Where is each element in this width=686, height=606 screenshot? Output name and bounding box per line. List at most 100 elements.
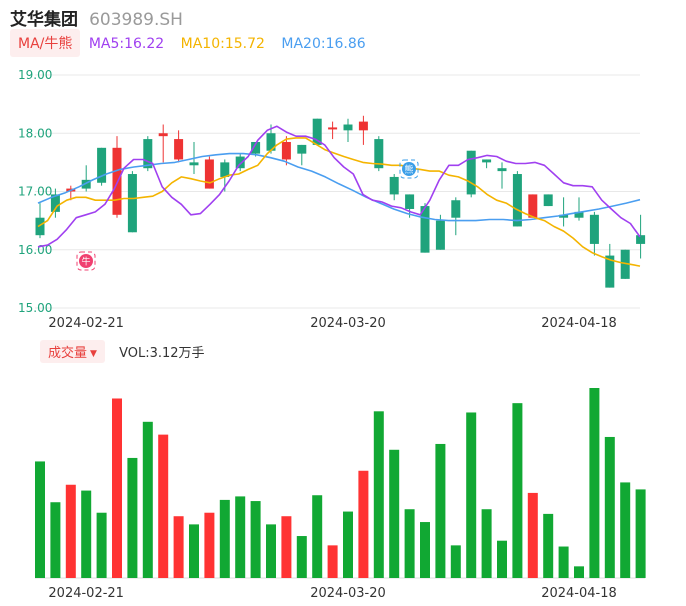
caret-down-icon: ▼ [90,349,97,359]
candle-body [97,147,107,183]
volume-bar [312,495,323,578]
volume-bar [50,502,61,578]
ma5-legend: MA5:16.22 [88,36,165,52]
volume-bar [620,482,631,578]
y-tick-label: 18.00 [18,126,52,140]
candle-body [143,139,153,169]
volume-bar [158,434,169,578]
volume-bar [266,524,276,578]
x-tick-label: 2024-03-20 [310,586,386,601]
candle-body [620,249,630,279]
volume-bar [281,516,292,578]
volume-bar [142,421,153,578]
stock-header: 艾华集团 603989.SH [10,5,183,30]
candle-body [466,150,476,195]
volume-bar [635,489,646,578]
volume-bar [235,496,246,578]
y-tick-label: 15.00 [18,301,52,315]
volume-bar [497,540,507,578]
candle-body [482,159,492,163]
volume-bar [373,411,384,578]
volume-bar [404,509,415,578]
bull-marker-label: 牛 [81,256,90,268]
bull-marker-icon [79,254,93,268]
candle-body [543,194,553,207]
volume-bar [527,492,538,578]
volume-bar [543,513,554,578]
volume-bar [420,522,430,578]
bull-marker-frame [76,251,96,271]
volume-bar [189,524,199,578]
ma5-line [37,125,641,248]
candle-body [297,144,307,154]
candle-body [220,162,230,177]
volume-bar [435,443,446,578]
volume-indicator-dropdown[interactable]: 成交量 ▼ [40,340,105,363]
volume-bar [604,436,615,578]
candle-body [328,127,338,130]
candle-body [405,194,415,209]
ma-indicator-tab[interactable]: MA/牛熊 [10,29,81,57]
x-tick-label: 2024-03-20 [310,316,386,331]
candle-body [281,141,291,160]
ma10-line [37,137,641,267]
y-tick-label: 17.00 [18,185,52,199]
volume-bar [96,512,107,578]
volume-bar [204,512,215,578]
candle-body [174,139,184,160]
x-tick-label: 2024-02-21 [48,316,124,331]
stock-code: 603989.SH [89,10,183,30]
volume-bar [327,545,338,578]
candle-body [343,124,353,131]
ma10-legend: MA10:15.72 [180,36,265,52]
candle-body [605,255,615,288]
candle-body [50,194,60,212]
x-tick-label: 2024-04-18 [541,316,617,331]
candle-body [81,179,91,189]
volume-bar [589,388,600,578]
volume-bar [466,412,477,578]
candle-body [312,118,322,145]
volume-bar [35,461,45,578]
volume-bar [512,403,523,578]
candle-body [497,168,507,172]
volume-bar [250,501,261,578]
volume-bar [296,536,307,578]
volume-bar [127,457,138,578]
volume-bar [574,566,584,578]
bear-marker-frame [399,159,419,179]
candle-body [559,214,569,218]
volume-bar [65,484,76,578]
candle-body [435,220,445,250]
candle-body [420,206,430,253]
ma20-line [37,152,641,222]
volume-bar [450,545,461,578]
candle-body [266,133,276,151]
candle-body [358,121,368,131]
candle-body [235,156,245,169]
volume-bar [481,509,492,578]
candle-body [35,217,45,236]
volume-value: VOL:3.12万手 [119,346,205,361]
bear-marker-label: 熊 [404,164,413,176]
volume-bar [358,470,369,578]
candle-body [636,235,646,244]
ma-legend: MA/牛熊 MA5:16.22 MA10:15.72 MA20:16.86 [10,29,378,57]
candle-body [127,174,137,233]
bear-marker-icon [402,162,416,176]
candle-body [204,159,214,189]
volume-bar [173,516,184,578]
candle-body [251,141,261,154]
candle-body [451,200,461,218]
candle-body [389,176,399,195]
x-tick-label: 2024-02-21 [48,586,124,601]
candle-body [589,214,599,244]
stock-name: 艾华集团 [10,10,78,30]
volume-legend: 成交量 ▼ VOL:3.12万手 [40,340,205,363]
candle-body [528,194,538,218]
x-tick-label: 2024-04-18 [541,586,617,601]
candle-body [574,211,584,218]
volume-bar [81,490,92,578]
candle-body [189,162,199,166]
